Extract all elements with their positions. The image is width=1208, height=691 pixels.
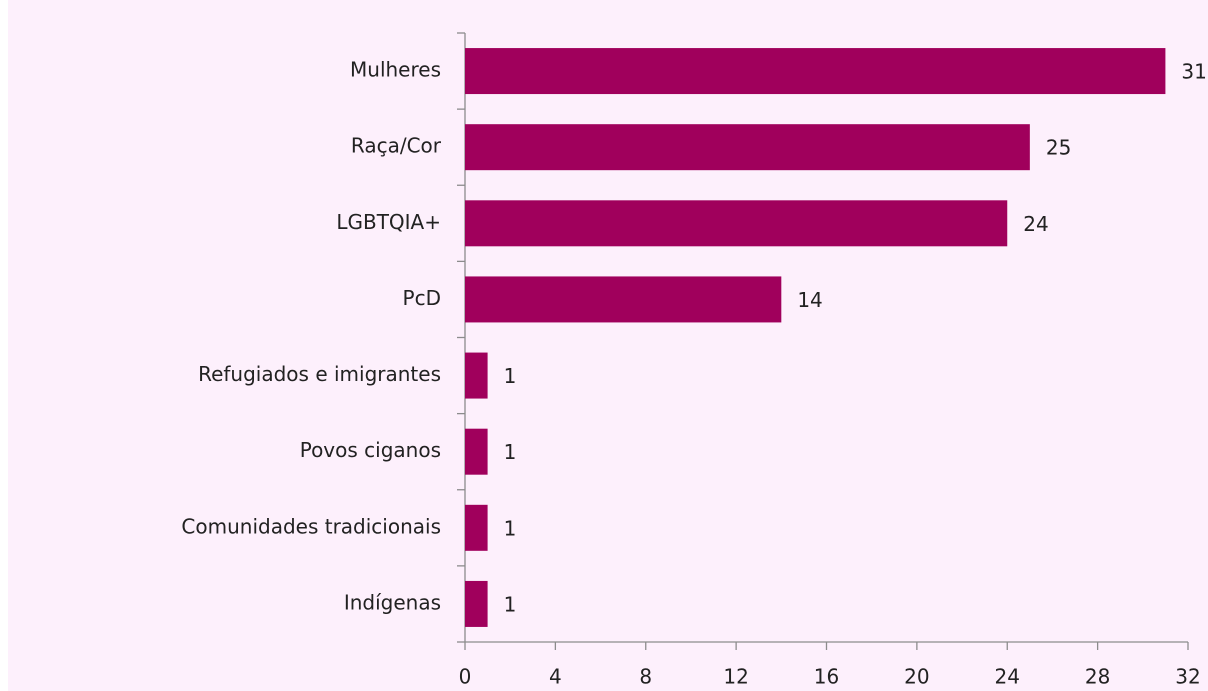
- x-tick-label: 24: [995, 665, 1020, 689]
- x-tick-label: 20: [904, 665, 929, 689]
- x-tick-label: 12: [723, 665, 748, 689]
- data-label: 31: [1181, 60, 1206, 84]
- bar: [465, 48, 1166, 95]
- bar: [465, 504, 488, 551]
- data-label: 24: [1023, 212, 1048, 236]
- data-label: 1: [504, 516, 517, 540]
- x-tick-label: 16: [814, 665, 839, 689]
- y-tick-label: PcD: [403, 286, 441, 310]
- bar: [465, 580, 488, 627]
- bar: [465, 276, 782, 323]
- y-tick-label: Refugiados e imigrantes: [198, 362, 441, 386]
- x-tick-label: 32: [1175, 665, 1200, 689]
- y-tick-label: LGBTQIA+: [336, 210, 441, 234]
- chart-background: [8, 0, 1208, 691]
- y-tick-label: Raça/Cor: [351, 134, 442, 158]
- x-tick-label: 28: [1085, 665, 1110, 689]
- bar: [465, 352, 488, 399]
- bar: [465, 124, 1030, 171]
- data-label: 1: [504, 592, 517, 616]
- y-tick-label: Mulheres: [350, 58, 441, 82]
- data-label: 14: [797, 288, 822, 312]
- x-tick-label: 4: [549, 665, 562, 689]
- bar: [465, 428, 488, 475]
- x-tick-label: 8: [639, 665, 652, 689]
- data-label: 1: [504, 364, 517, 388]
- y-tick-label: Comunidades tradicionais: [181, 514, 441, 538]
- x-tick-label: 0: [459, 665, 472, 689]
- bar: [465, 200, 1008, 247]
- y-tick-label: Povos ciganos: [300, 438, 441, 462]
- data-label: 1: [504, 440, 517, 464]
- data-label: 25: [1046, 136, 1071, 160]
- y-tick-label: Indígenas: [344, 590, 441, 614]
